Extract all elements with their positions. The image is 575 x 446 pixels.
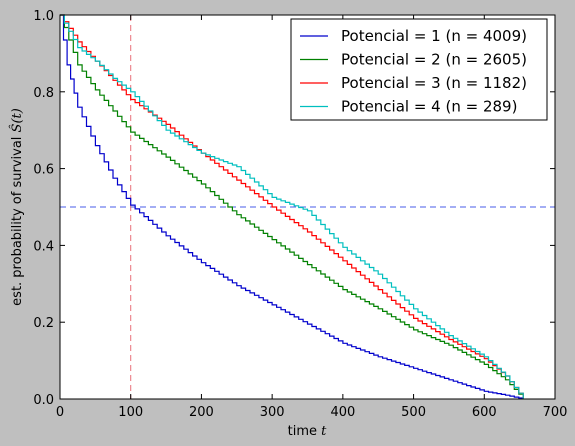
y-tick-label: 0.4: [33, 239, 54, 254]
series-line-4: [60, 14, 524, 399]
legend-items: Potencial = 1 (n = 4009) Potencial = 2 (n…: [300, 27, 527, 116]
legend-label-1: Potencial = 1 (n = 4009): [341, 27, 527, 45]
x-tick-label: 500: [401, 405, 426, 420]
x-tick-label: 200: [189, 405, 214, 420]
x-tick-label: 0: [56, 405, 64, 420]
y-axis-label: est. probability of survival Ŝ(t): [8, 108, 25, 306]
x-tick-label: 700: [543, 405, 568, 420]
y-tick-label: 1.0: [33, 9, 54, 24]
legend-label-3: Potencial = 3 (n = 1182): [341, 74, 527, 92]
reference-lines: [60, 15, 555, 399]
y-tick-label: 0.8: [33, 86, 54, 101]
x-tick-label: 600: [472, 405, 497, 420]
series-line-1: [60, 14, 524, 399]
legend-label-4: Potencial = 4 (n = 289): [341, 98, 517, 116]
y-tick-label: 0.0: [33, 393, 54, 408]
x-tick-label: 300: [260, 405, 285, 420]
series-line-3: [60, 14, 524, 399]
y-tick-label: 0.6: [33, 163, 54, 178]
axes-frame: [59, 14, 556, 400]
x-axis-label: time t: [288, 424, 328, 439]
series-layer: [60, 14, 524, 399]
x-tick-label: 400: [330, 405, 355, 420]
series-line-2: [60, 14, 524, 399]
ticks: 0 100 200 300 400 500 600 700 0.0 0.2 0.4 0.6 0.8 1.0: [33, 9, 567, 420]
x-tick-label: 100: [118, 405, 143, 420]
y-tick-label: 0.2: [33, 316, 54, 331]
legend: Potencial = 1 (n = 4009) Potencial = 2 (n…: [290, 18, 548, 121]
legend-label-2: Potencial = 2 (n = 2605): [341, 51, 527, 69]
legend-box: [290, 18, 548, 121]
